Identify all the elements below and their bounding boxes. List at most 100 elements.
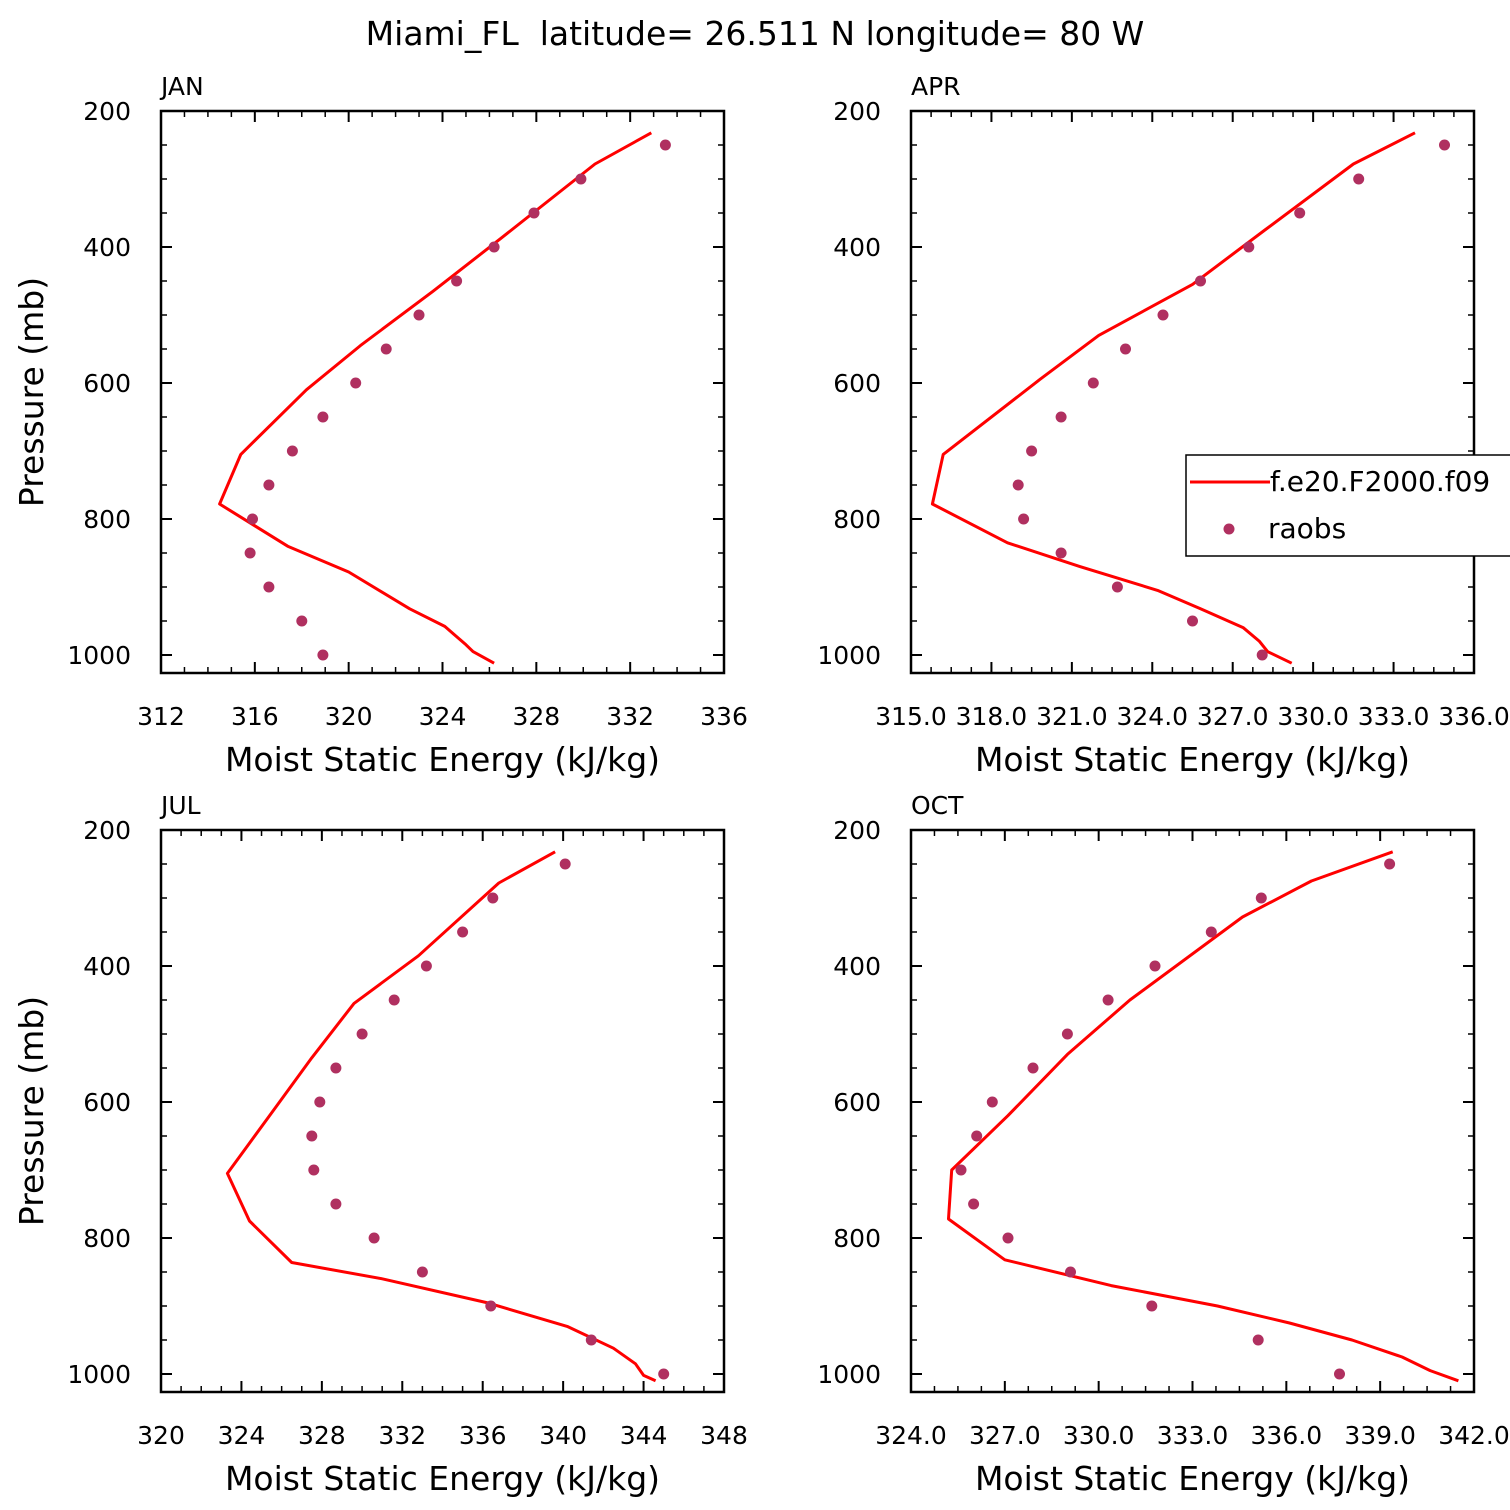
obs-point — [368, 1232, 380, 1244]
obs-point — [451, 275, 463, 287]
x-axis-title: Moist Static Energy (kJ/kg) — [225, 1459, 660, 1498]
x-tick-label: 332 — [378, 1421, 426, 1450]
y-axis-title: Pressure (mb) — [12, 996, 51, 1226]
obs-point — [1256, 649, 1268, 661]
obs-point — [380, 343, 392, 355]
x-tick-label: 327.0 — [969, 1421, 1041, 1450]
panel-label: JAN — [159, 72, 204, 101]
y-tick-label: 800 — [83, 1224, 131, 1253]
obs-point — [1012, 479, 1024, 491]
obs-point — [585, 1334, 597, 1346]
y-tick-label: 200 — [833, 816, 881, 845]
obs-point — [1439, 139, 1450, 151]
y-tick-label: 800 — [833, 505, 881, 534]
obs-point — [330, 1062, 342, 1074]
obs-point — [330, 1198, 342, 1210]
plot-area — [225, 850, 670, 1383]
x-tick-label: 333.0 — [1358, 702, 1430, 731]
obs-point — [350, 377, 362, 389]
y-tick-label: 600 — [83, 369, 131, 398]
obs-point — [1334, 1368, 1345, 1380]
obs-point — [1055, 411, 1067, 423]
obs-point — [1055, 547, 1067, 559]
x-tick-label: 332 — [606, 702, 654, 731]
obs-point — [1065, 1266, 1076, 1278]
obs-point — [1255, 892, 1267, 904]
obs-point — [971, 1130, 983, 1142]
obs-point — [388, 994, 400, 1006]
obs-point — [1157, 309, 1169, 321]
y-tick-label: 1000 — [67, 641, 131, 670]
x-tick-label: 336.0 — [1438, 702, 1510, 731]
y-tick-label: 400 — [83, 233, 131, 262]
obs-point — [1018, 513, 1030, 525]
obs-point — [487, 892, 499, 904]
obs-point — [1002, 1232, 1014, 1244]
x-tick-label: 321.0 — [1036, 702, 1108, 731]
y-tick-label: 400 — [83, 952, 131, 981]
x-tick-label: 336.0 — [1251, 1421, 1323, 1450]
y-tick-label: 400 — [833, 233, 881, 262]
y-axis-title: Pressure (mb) — [12, 277, 51, 507]
obs-point — [559, 858, 571, 870]
obs-point — [247, 513, 258, 525]
obs-point — [457, 926, 469, 938]
series-line-model — [225, 850, 657, 1383]
obs-point — [1026, 445, 1038, 457]
obs-point — [1149, 960, 1161, 972]
panel-oct: OCT 324.0 327.0 330.0 333.0 336.0 339.0 342.0 20… — [817, 791, 1509, 1498]
panel-label: JUL — [159, 791, 201, 820]
obs-point — [488, 241, 500, 253]
obs-point — [1111, 581, 1123, 593]
panel-label: OCT — [911, 791, 964, 820]
obs-point — [1146, 1300, 1158, 1312]
y-tick-label: 400 — [833, 952, 881, 981]
x-tick-label: 342.0 — [1438, 1421, 1510, 1450]
obs-point — [955, 1164, 967, 1176]
y-tick-label: 800 — [833, 1224, 881, 1253]
x-tick-label: 312 — [137, 702, 185, 731]
obs-point — [1252, 1334, 1264, 1346]
obs-point — [986, 1096, 998, 1108]
obs-point — [244, 547, 256, 559]
y-tick-label: 1000 — [817, 1360, 881, 1389]
obs-point — [1102, 994, 1114, 1006]
obs-point — [1294, 207, 1306, 219]
x-tick-label: 315.0 — [875, 702, 947, 731]
panel-jul: JUL 320 324 328 332 336 340 344 348 200 400 600 800 1… — [12, 791, 748, 1498]
legend-obs-label: raobs — [1268, 512, 1346, 545]
obs-point — [317, 411, 329, 423]
legend-box — [1185, 454, 1510, 557]
y-tick-label: 200 — [83, 816, 131, 845]
plot-area — [947, 850, 1459, 1383]
obs-point — [420, 960, 432, 972]
obs-point — [306, 1130, 318, 1142]
figure-title: Miami_FL latitude= 26.511 N longitude= 8… — [366, 14, 1145, 53]
x-tick-label: 333.0 — [1157, 1421, 1229, 1450]
legend: f.e20.F2000.f09 raobs — [1185, 454, 1510, 557]
obs-point — [1205, 926, 1217, 938]
obs-point — [1120, 343, 1131, 355]
obs-point — [356, 1028, 368, 1040]
obs-point — [528, 207, 540, 219]
x-tick-label: 324 — [419, 702, 467, 731]
panel-apr: APR 315.0 318.0 321.0 324.0 327.0 330.0 333.0 33… — [817, 72, 1510, 779]
x-tick-label: 348 — [700, 1421, 748, 1450]
panel-label: APR — [911, 72, 961, 101]
x-tick-label: 339.0 — [1344, 1421, 1416, 1450]
legend-model-label: f.e20.F2000.f09 — [1270, 465, 1490, 498]
plot-frame — [909, 109, 1476, 675]
obs-point — [968, 1198, 980, 1210]
obs-point — [314, 1096, 326, 1108]
obs-point — [416, 1266, 428, 1278]
obs-point — [317, 649, 329, 661]
y-tick-label: 600 — [833, 1088, 881, 1117]
obs-point — [1384, 858, 1396, 870]
x-tick-label: 328 — [298, 1421, 346, 1450]
obs-point — [575, 173, 587, 185]
plot-area — [930, 131, 1450, 665]
obs-point — [1061, 1028, 1073, 1040]
obs-point — [1243, 241, 1255, 253]
series-line-model — [947, 850, 1459, 1383]
x-tick-label: 320 — [325, 702, 373, 731]
